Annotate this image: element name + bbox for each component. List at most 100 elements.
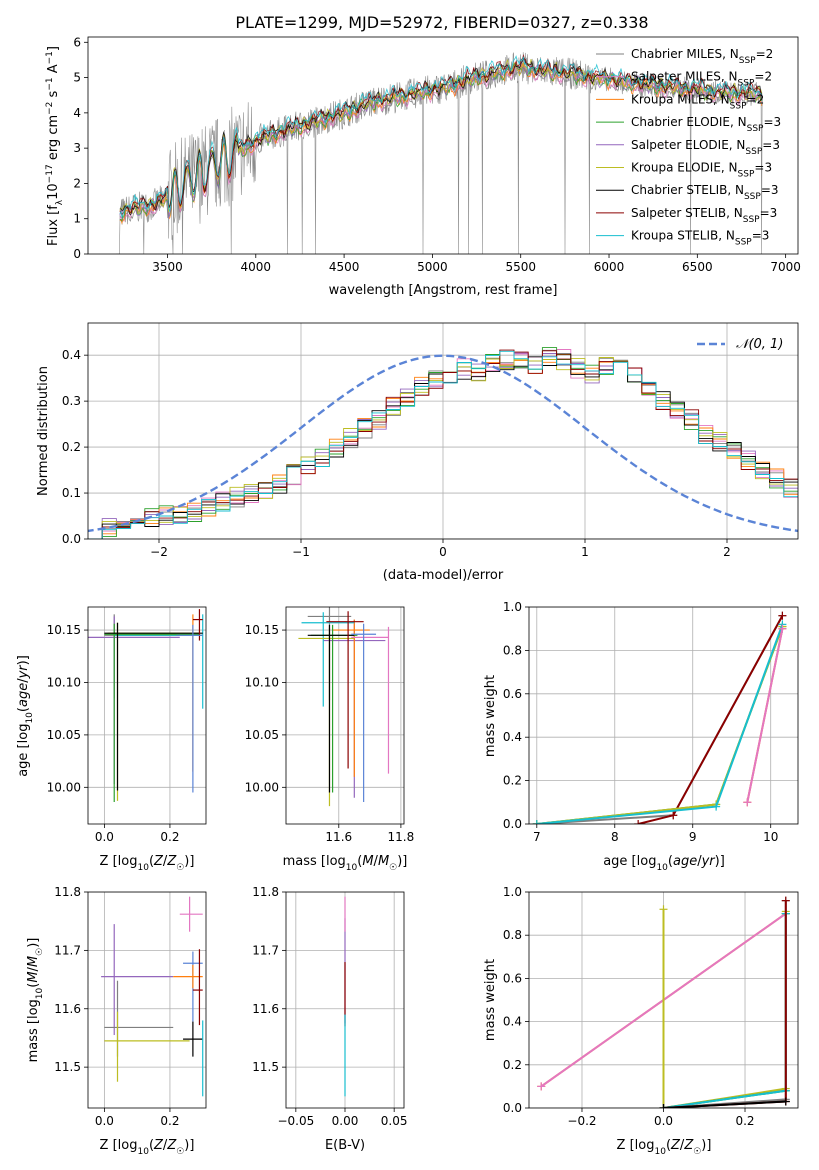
label-part: )] bbox=[701, 1138, 711, 1153]
y-tick-label: 10.15 bbox=[47, 623, 81, 637]
x-tick-label: −2 bbox=[150, 545, 168, 559]
x-tick-label: −0.05 bbox=[277, 1114, 314, 1128]
label-part: )] bbox=[184, 854, 194, 869]
label-part: =3 bbox=[761, 183, 779, 197]
label-part: M bbox=[378, 854, 389, 869]
label-part: Z bbox=[166, 854, 177, 869]
label-part: ☉ bbox=[693, 1147, 701, 1157]
y-tick-label: 0.4 bbox=[62, 348, 81, 362]
y-tick-label: 0.8 bbox=[503, 928, 522, 942]
y-tick-label: 0.1 bbox=[62, 486, 81, 500]
label-part: )] bbox=[715, 854, 725, 869]
y-tick-label: 11.5 bbox=[252, 1060, 279, 1074]
axis-label: mass weight bbox=[483, 959, 498, 1041]
mass-vs-ebv-plot bbox=[286, 892, 404, 1108]
age-vs-mass-plot bbox=[286, 607, 404, 824]
label-part: −1 bbox=[45, 77, 55, 90]
histogram-step bbox=[88, 349, 798, 539]
y-tick-label: 11.6 bbox=[54, 1002, 81, 1016]
label-part: ( bbox=[16, 707, 31, 712]
x-tick-label: −0.2 bbox=[567, 1114, 596, 1128]
mass-weight-line bbox=[663, 900, 787, 1108]
x-tick-label: 10 bbox=[763, 830, 778, 844]
x-tick-label: 11.8 bbox=[388, 830, 415, 844]
x-tick-label: 4500 bbox=[329, 260, 360, 274]
y-tick-label: 0.6 bbox=[503, 971, 522, 985]
x-tick-label: 0.0 bbox=[654, 1114, 673, 1128]
axis-label: Z [log10(Z/Z☉)] bbox=[100, 1138, 195, 1157]
label-part: ☉ bbox=[35, 948, 45, 956]
y-tick-label: 1.0 bbox=[503, 885, 522, 899]
label-part: −1 bbox=[45, 51, 55, 64]
y-tick-label: 10.05 bbox=[47, 728, 81, 742]
label-part: SSP bbox=[730, 101, 747, 111]
y-tick-label: 0.0 bbox=[503, 1101, 522, 1115]
y-tick-label: 10.05 bbox=[245, 728, 279, 742]
label-part: SSP bbox=[738, 170, 755, 180]
y-tick-label: 11.8 bbox=[54, 885, 81, 899]
label-part: Z bbox=[670, 1138, 681, 1153]
y-tick-label: 0.4 bbox=[503, 1015, 522, 1029]
axis-label: Z [log10(Z/Z☉)] bbox=[100, 854, 195, 873]
x-tick-label: 2 bbox=[723, 545, 731, 559]
label-part: M bbox=[362, 854, 373, 869]
x-tick-label: 0.2 bbox=[735, 1114, 754, 1128]
mass-weight-line bbox=[663, 913, 787, 1108]
legend-entry: Kroupa ELODIE, NSSP=3 bbox=[631, 161, 772, 180]
label-part: Salpeter STELIB, N bbox=[631, 206, 743, 220]
label-part: ( bbox=[26, 983, 41, 988]
label-part: / bbox=[163, 854, 168, 869]
x-tick-label: 0.0 bbox=[95, 830, 114, 844]
label-part: Z bbox=[683, 1138, 694, 1153]
y-tick-label: 2 bbox=[73, 176, 81, 190]
x-tick-label: 6000 bbox=[594, 260, 625, 274]
x-tick-label: 0.00 bbox=[332, 1114, 359, 1128]
label-part: SSP bbox=[747, 124, 764, 134]
label-part: ☉ bbox=[176, 863, 184, 873]
label-part: s bbox=[46, 90, 61, 101]
label-part: ☉ bbox=[176, 1147, 184, 1157]
x-tick-label: 9 bbox=[689, 830, 697, 844]
x-tick-label: 7000 bbox=[770, 260, 801, 274]
label-part: age [log bbox=[603, 854, 656, 869]
label-part: ☉ bbox=[389, 863, 397, 873]
label-part: 10 bbox=[137, 1147, 149, 1157]
mass-weight-line bbox=[663, 900, 787, 1108]
label-part: λ bbox=[55, 199, 65, 205]
x-tick-label: 0 bbox=[439, 545, 447, 559]
label-part: / bbox=[680, 1138, 685, 1153]
label-part: / bbox=[697, 854, 702, 869]
legend-entry: Salpeter MILES, NSSP=2 bbox=[631, 70, 772, 89]
label-part: Flux [f bbox=[46, 205, 61, 246]
y-tick-label: 11.7 bbox=[252, 943, 279, 957]
label-part: =2 bbox=[754, 70, 772, 84]
legend-entry: Chabrier STELIB, NSSP=3 bbox=[631, 183, 779, 202]
y-tick-label: 10.10 bbox=[245, 675, 279, 689]
label-part: =2 bbox=[747, 92, 765, 106]
label-part: ( bbox=[149, 1138, 154, 1153]
axis-label: mass [log10(M/M☉)] bbox=[26, 938, 45, 1063]
label-part: =3 bbox=[762, 138, 780, 152]
legend-entry: Salpeter STELIB, NSSP=3 bbox=[631, 206, 777, 225]
legend-entry: Salpeter ELODIE, NSSP=3 bbox=[631, 138, 780, 157]
y-tick-label: 10.15 bbox=[245, 623, 279, 637]
label-part: Z bbox=[153, 1138, 164, 1153]
y-tick-label: 0.6 bbox=[503, 687, 522, 701]
label-part: / bbox=[16, 678, 31, 683]
axis-label: Z [log10(Z/Z☉)] bbox=[617, 1138, 712, 1157]
label-part: age bbox=[673, 854, 697, 869]
residual-xlabel: (data-model)/error bbox=[383, 568, 504, 583]
legend-entry: Chabrier MILES, NSSP=2 bbox=[631, 47, 773, 66]
label-part: SSP bbox=[745, 147, 762, 157]
label-part: / bbox=[163, 1138, 168, 1153]
label-part: ] bbox=[46, 46, 61, 51]
y-tick-label: 11.8 bbox=[252, 885, 279, 899]
label-part: age [log bbox=[16, 724, 31, 777]
axis-label: E(B-V) bbox=[325, 1138, 365, 1153]
label-part: SSP bbox=[738, 79, 755, 89]
y-tick-label: 11.7 bbox=[54, 943, 81, 957]
mass-weight-vs-z-plot bbox=[529, 892, 798, 1108]
label-part: Z [log bbox=[617, 1138, 655, 1153]
axis-label: mass weight bbox=[483, 675, 498, 757]
y-tick-label: 0.0 bbox=[62, 532, 81, 546]
